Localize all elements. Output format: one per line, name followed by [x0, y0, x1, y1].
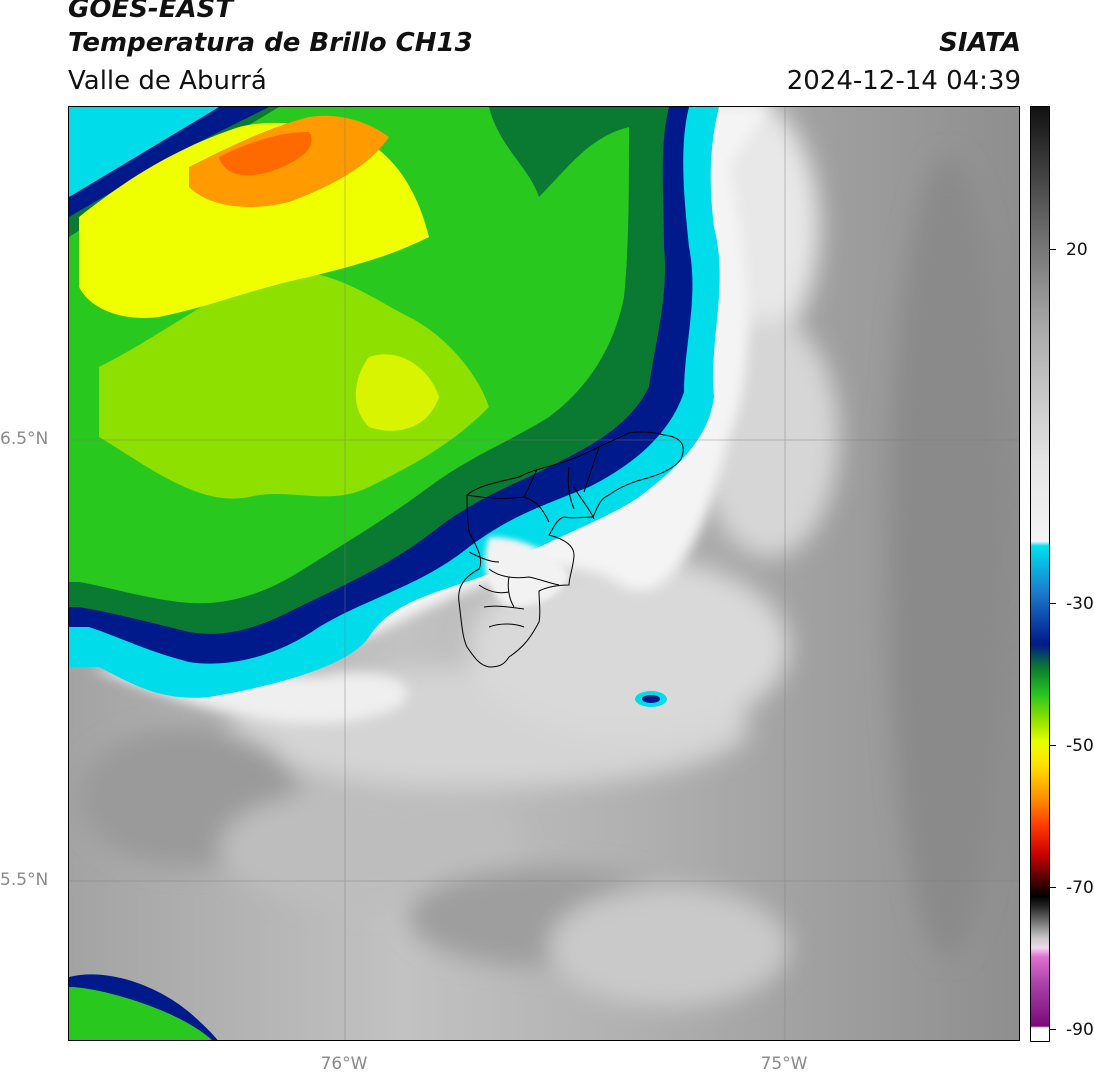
map-canvas	[69, 107, 1019, 1040]
valley-clear-area	[485, 537, 569, 607]
colorbar-label-20: 20	[1066, 240, 1088, 260]
colorbar-label-minus-70: -70	[1066, 878, 1094, 898]
colorbar-tick	[1050, 745, 1056, 746]
cloud-yellow-patch	[355, 354, 439, 431]
region-subtitle: Valle de Aburrá	[68, 66, 267, 96]
graticule	[69, 107, 1019, 1040]
cyan-spot-core	[642, 695, 660, 703]
temperature-colorbar	[1030, 106, 1050, 1042]
lat-label-6-5n: 6.5°N	[0, 429, 49, 449]
colorbar-label-minus-30: -30	[1066, 594, 1094, 614]
municipal-boundaries	[458, 431, 684, 668]
convective-system	[69, 107, 720, 1040]
lon-label-75w: 75°W	[760, 1054, 808, 1074]
satellite-map	[68, 106, 1020, 1041]
cloud-navy-southwest	[69, 974, 218, 1040]
lon-label-76w: 76°W	[320, 1054, 368, 1074]
colorbar-label-minus-50: -50	[1066, 736, 1094, 756]
colorbar-tick	[1050, 1029, 1056, 1030]
colorbar-label-minus-90: -90	[1066, 1020, 1094, 1040]
colorbar-tick	[1050, 887, 1056, 888]
lat-label-5-5n: 5.5°N	[0, 870, 49, 890]
product-title: Temperatura de Brillo CH13	[68, 28, 473, 58]
cloud-dark-orange	[219, 132, 312, 176]
colorbar-gradient	[1031, 107, 1049, 1041]
agency-label: SIATA	[939, 28, 1021, 58]
cloud-green-light	[99, 271, 489, 499]
satellite-title: GOES-EAST	[68, 0, 234, 24]
colorbar-tick	[1050, 249, 1056, 250]
datetime-label: 2024-12-14 04:39	[786, 66, 1021, 96]
colorbar-fill	[1031, 107, 1049, 1041]
cloud-green-southwest	[69, 986, 212, 1040]
colorbar-tick	[1050, 603, 1056, 604]
